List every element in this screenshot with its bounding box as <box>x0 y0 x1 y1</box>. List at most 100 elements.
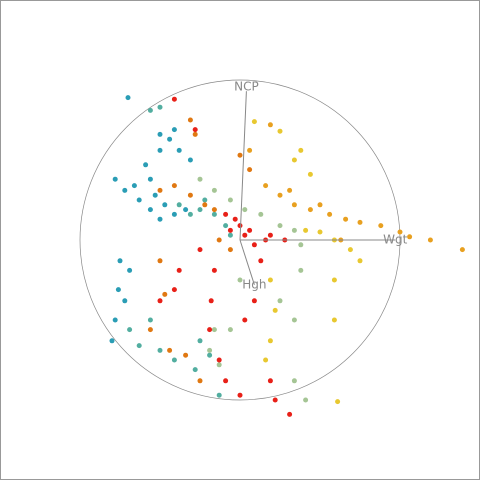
point <box>378 223 384 229</box>
point <box>112 176 118 182</box>
point <box>157 347 163 353</box>
point <box>197 176 203 182</box>
point <box>122 298 128 304</box>
point <box>171 96 177 102</box>
point <box>291 317 297 323</box>
point <box>216 362 222 368</box>
point <box>183 207 189 213</box>
point <box>127 267 133 273</box>
point <box>247 147 253 153</box>
point <box>176 202 182 208</box>
point <box>197 247 203 253</box>
point <box>157 131 163 137</box>
point <box>291 227 297 233</box>
point <box>167 347 173 353</box>
point <box>237 223 243 229</box>
point <box>176 267 182 273</box>
point <box>211 187 217 193</box>
point <box>167 136 173 142</box>
point <box>251 242 257 248</box>
point <box>242 232 248 238</box>
arrow-label: Wgt <box>383 233 407 247</box>
point <box>227 227 233 233</box>
arrow <box>239 91 247 241</box>
point <box>267 122 273 128</box>
point <box>147 327 153 333</box>
point <box>247 167 253 173</box>
point <box>397 229 403 235</box>
point <box>227 197 233 203</box>
point <box>127 327 133 333</box>
point <box>207 352 213 358</box>
point <box>242 317 248 323</box>
point <box>237 152 243 158</box>
point <box>115 287 121 293</box>
point <box>147 317 153 323</box>
point <box>267 232 273 238</box>
point <box>307 171 313 177</box>
point <box>251 119 257 125</box>
point <box>227 232 233 238</box>
point <box>317 229 323 235</box>
point <box>216 392 222 398</box>
point <box>298 147 304 153</box>
point <box>176 147 182 153</box>
point <box>347 247 353 253</box>
point <box>117 258 123 264</box>
point <box>343 216 349 222</box>
point <box>143 162 149 168</box>
point <box>207 347 213 353</box>
point <box>287 187 293 193</box>
point <box>223 223 229 229</box>
point <box>202 202 208 208</box>
point <box>427 237 433 243</box>
point <box>298 242 304 248</box>
point <box>202 197 208 203</box>
point <box>242 207 248 213</box>
point <box>211 211 217 217</box>
point <box>277 128 283 134</box>
point <box>287 411 293 417</box>
point <box>267 378 273 384</box>
point <box>131 183 137 189</box>
point <box>147 176 153 182</box>
point <box>197 338 203 344</box>
point <box>192 127 198 133</box>
point <box>152 192 158 198</box>
point <box>227 247 233 253</box>
point <box>232 216 238 222</box>
point <box>197 207 203 213</box>
point <box>291 157 297 163</box>
point <box>298 267 304 273</box>
point <box>187 211 193 217</box>
point <box>327 211 333 217</box>
point <box>207 327 213 333</box>
point <box>272 307 278 313</box>
point <box>357 219 363 225</box>
point <box>303 397 309 403</box>
point <box>112 317 118 323</box>
point <box>267 338 273 344</box>
point <box>357 258 363 264</box>
point <box>109 338 115 344</box>
point <box>147 107 153 113</box>
point <box>162 202 168 208</box>
point <box>136 343 142 349</box>
point <box>237 277 243 283</box>
point <box>171 183 177 189</box>
arrow-label: Hgh <box>242 277 266 291</box>
point <box>157 187 163 193</box>
point <box>459 247 465 253</box>
point <box>272 397 278 403</box>
point <box>197 378 203 384</box>
point <box>187 117 193 123</box>
point <box>122 187 128 193</box>
point <box>183 352 189 358</box>
point <box>125 95 131 101</box>
point <box>171 287 177 293</box>
point <box>157 258 163 264</box>
arrow <box>239 239 255 285</box>
point <box>258 258 264 264</box>
point <box>147 207 153 213</box>
point <box>291 378 297 384</box>
